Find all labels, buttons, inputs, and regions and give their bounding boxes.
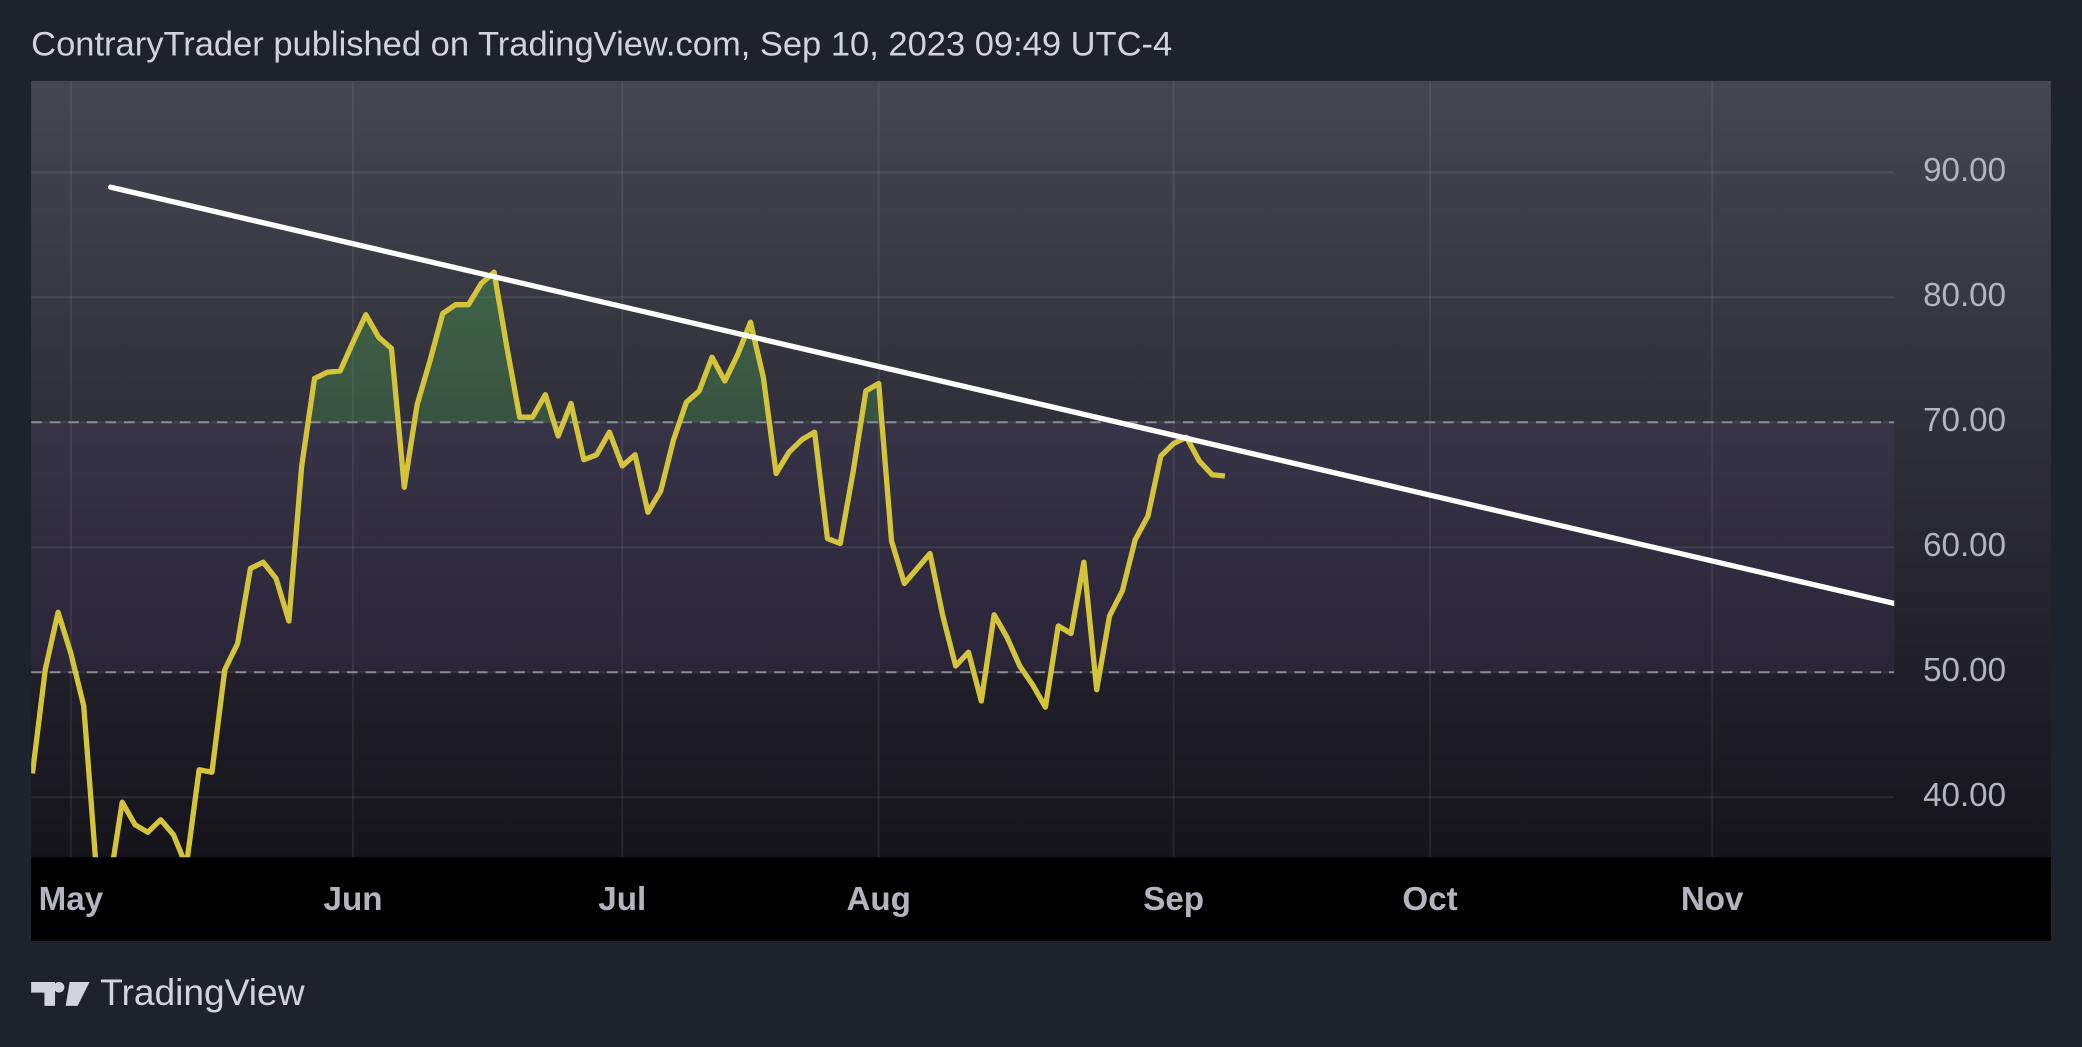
level-zone [31,422,1895,673]
brand-logo [31,981,90,1006]
x-tick-label: Jun [324,881,383,918]
y-tick-label: 70.00 [1923,402,2006,439]
trend-line [108,184,1895,607]
x-tick-label: May [39,881,104,918]
x-tick-label: Oct [1402,881,1457,918]
y-tick-label: 60.00 [1923,527,2006,564]
x-tick-label: Sep [1143,881,1204,918]
x-tick-label: Jul [598,881,646,918]
y-tick-label: 80.00 [1923,277,2006,314]
chart-bg [31,80,2051,941]
y-tick-label: 90.00 [1923,152,2006,189]
x-tick-label: Aug [846,881,910,918]
x-tick-label: Nov [1681,881,1744,918]
time-axis-bg [31,857,2051,941]
line [31,269,1226,858]
header-title: ContraryTrader published on TradingView.… [31,26,1172,64]
y-tick-label: 50.00 [1923,652,2006,689]
y-tick-label: 40.00 [1923,777,2006,814]
brand-name: TradingView [100,971,305,1013]
